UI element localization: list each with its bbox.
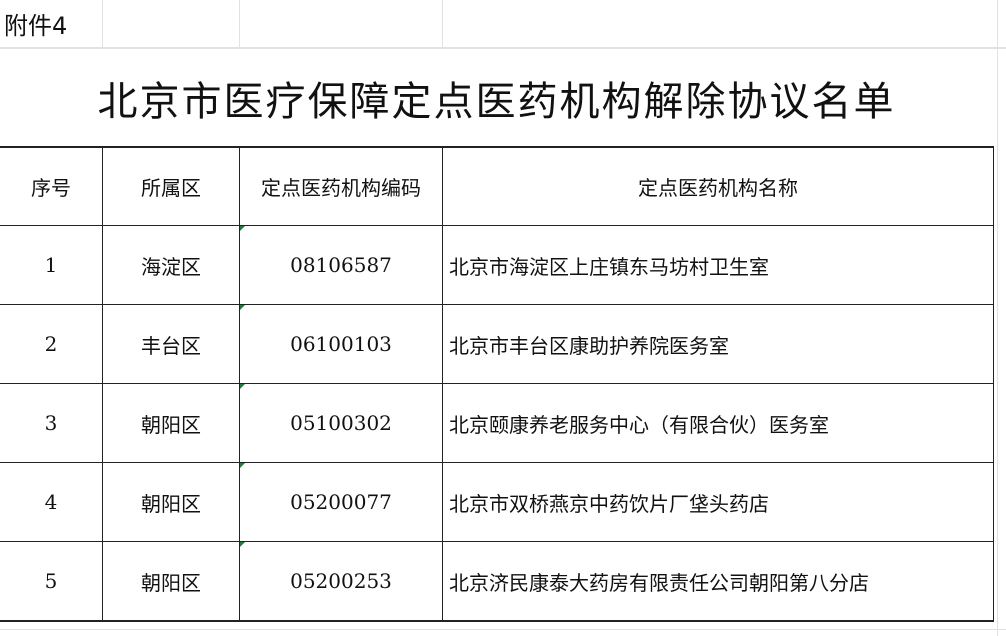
header-name: 定点医药机构名称	[638, 176, 798, 200]
cell-name[interactable]: 北京颐康养老服务中心（有限合伙）医务室	[449, 412, 829, 437]
cell-district[interactable]: 朝阳区	[141, 412, 201, 437]
cell-no[interactable]: 3	[44, 411, 58, 435]
cell-code[interactable]: 05100302	[290, 411, 392, 435]
text-number-indicator-icon	[240, 463, 245, 468]
cell-name[interactable]: 北京市丰台区康助护养院医务室	[449, 333, 729, 358]
cell-code[interactable]: 08106587	[290, 253, 392, 277]
header-code: 定点医药机构编码	[261, 176, 421, 200]
cell-district[interactable]: 丰台区	[141, 333, 201, 358]
cell-name[interactable]: 北京市海淀区上庄镇东马坊村卫生室	[449, 254, 769, 279]
cell-code[interactable]: 06100103	[290, 332, 392, 356]
cell-code[interactable]: 05200253	[290, 569, 392, 593]
text-number-indicator-icon	[240, 305, 245, 310]
cell-district[interactable]: 朝阳区	[141, 570, 201, 595]
cell-name[interactable]: 北京市双桥燕京中药饮片厂垡头药店	[449, 491, 769, 516]
header-no: 序号	[31, 176, 71, 200]
cell-name[interactable]: 北京济民康泰大药房有限责任公司朝阳第八分店	[449, 570, 869, 595]
text-number-indicator-icon	[240, 384, 245, 389]
attachment-label: 附件4	[4, 12, 68, 40]
text-number-indicator-icon	[240, 542, 245, 547]
cell-no[interactable]: 4	[44, 490, 58, 514]
header-district: 所属区	[141, 176, 201, 200]
cell-no[interactable]: 1	[44, 253, 58, 277]
cell-no[interactable]: 2	[44, 332, 58, 356]
cell-district[interactable]: 海淀区	[141, 254, 201, 279]
cell-code[interactable]: 05200077	[290, 490, 392, 514]
page-title: 北京市医疗保障定点医药机构解除协议名单	[97, 79, 896, 125]
text-number-indicator-icon	[240, 226, 245, 231]
cell-district[interactable]: 朝阳区	[141, 491, 201, 516]
cell-no[interactable]: 5	[44, 569, 58, 593]
